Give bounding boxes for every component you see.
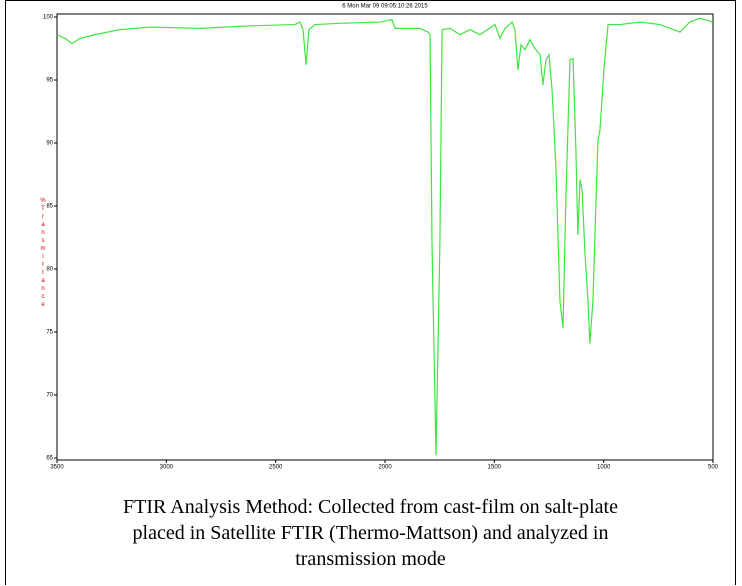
caption-line: transmission mode xyxy=(295,548,446,570)
y-tick-label: 65 xyxy=(46,456,53,462)
cell-frame xyxy=(5,0,736,585)
caption-line: placed in Satellite FTIR (Thermo-Mattson… xyxy=(132,522,609,544)
x-tick-label: 1500 xyxy=(488,465,502,471)
x-tick-label: 1000 xyxy=(597,465,611,471)
caption: FTIR Analysis Method: Collected from cas… xyxy=(5,494,736,572)
x-tick-label: 2500 xyxy=(269,465,283,471)
x-tick-label: 500 xyxy=(708,465,719,471)
y-tick-label: 100 xyxy=(43,15,54,21)
x-tick-label: 3500 xyxy=(50,465,64,471)
chart-title: 6 Mon Mar 09 09:05:10:26 2015 xyxy=(342,4,428,10)
y-tick-label: 85 xyxy=(46,204,53,210)
y-tick-label: 70 xyxy=(46,393,53,399)
y-tick-label: 75 xyxy=(46,330,53,336)
x-tick-label: 2000 xyxy=(378,465,392,471)
plot-frame xyxy=(56,13,714,461)
y-axis-label: %Transmittance xyxy=(40,198,46,310)
spectrum-line xyxy=(56,17,714,456)
y-tick-label: 95 xyxy=(46,78,53,84)
y-tick-label: 90 xyxy=(46,141,53,147)
y-tick-label: 80 xyxy=(46,267,53,273)
caption-line: FTIR Analysis Method: Collected from cas… xyxy=(123,496,618,518)
x-tick-label: 3000 xyxy=(160,465,174,471)
